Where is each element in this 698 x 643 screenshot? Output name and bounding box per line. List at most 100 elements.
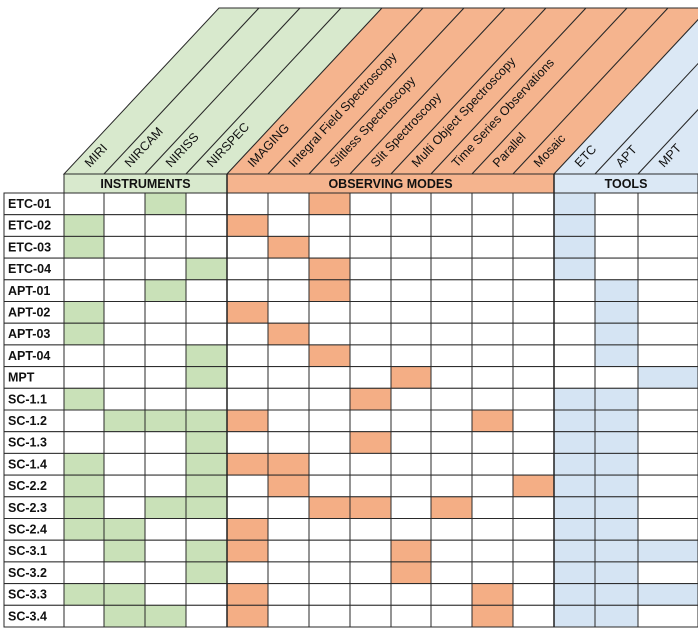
matrix-cell-empty [349, 604, 392, 628]
row-label: SC-3.1 [8, 544, 47, 558]
matrix-cell-empty [471, 452, 514, 476]
matrix-cell-empty [390, 257, 432, 281]
matrix-cell-empty [267, 214, 310, 237]
matrix-cell-empty [144, 583, 187, 606]
matrix-cell-marked [553, 257, 596, 281]
matrix-cell-marked [594, 452, 639, 476]
matrix-cell-empty [430, 214, 473, 237]
matrix-cell-empty [512, 387, 555, 411]
matrix-cell-empty [390, 192, 432, 216]
matrix-cell-empty [512, 539, 555, 563]
row-label: APT-03 [8, 327, 50, 341]
matrix-cell-empty [144, 301, 187, 324]
matrix-cell-empty [430, 561, 473, 585]
matrix-cell-empty [637, 279, 698, 302]
matrix-cell-marked [144, 496, 187, 519]
row-label: ETC-01 [8, 197, 51, 211]
matrix-cell-empty [308, 452, 351, 476]
matrix-cell-empty [103, 431, 146, 454]
matrix-cell-empty [390, 431, 432, 454]
matrix-cell-marked [637, 583, 698, 606]
matrix-cell-empty [63, 344, 105, 368]
matrix-cell-empty [267, 604, 310, 628]
matrix-cell-marked [553, 583, 596, 606]
matrix-cell-empty [267, 279, 310, 302]
matrix-cell-empty [267, 366, 310, 389]
matrix-cell-marked [471, 604, 514, 628]
matrix-cell-empty [430, 474, 473, 498]
matrix-cell-marked [308, 344, 351, 368]
matrix-cell-empty [226, 235, 269, 259]
matrix-cell-marked [594, 431, 639, 454]
matrix-cell-marked [226, 583, 269, 606]
matrix-cell-marked [308, 192, 351, 216]
matrix-cell-empty [144, 539, 187, 563]
matrix-cell-empty [308, 604, 351, 628]
matrix-cell-empty [349, 366, 392, 389]
matrix-cell-empty [103, 474, 146, 498]
matrix-cell-marked [553, 214, 596, 237]
matrix-cell-empty [103, 301, 146, 324]
matrix-cell-empty [226, 344, 269, 368]
matrix-cell-empty [594, 235, 639, 259]
matrix-cell-empty [144, 474, 187, 498]
matrix-cell-empty [512, 301, 555, 324]
matrix-cell-empty [63, 561, 105, 585]
row-label: SC-1.1 [8, 392, 47, 406]
matrix-cell-marked [594, 583, 639, 606]
matrix-cell-empty [471, 279, 514, 302]
matrix-cell-empty [103, 214, 146, 237]
matrix-cell-marked [308, 496, 351, 519]
matrix-cell-empty [103, 561, 146, 585]
matrix-cell-empty [430, 604, 473, 628]
matrix-cell-marked [594, 409, 639, 433]
matrix-cell-empty [637, 214, 698, 237]
matrix-cell-empty [226, 496, 269, 519]
matrix-cell-empty [63, 604, 105, 628]
matrix-cell-marked [594, 344, 639, 368]
matrix-cell-marked [390, 539, 432, 563]
matrix-cell-empty [103, 366, 146, 389]
matrix-cell-marked [103, 539, 146, 563]
matrix-cell-marked [226, 539, 269, 563]
matrix-cell-marked [308, 257, 351, 281]
matrix-cell-empty [430, 409, 473, 433]
matrix-cell-marked [226, 409, 269, 433]
matrix-cell-empty [430, 431, 473, 454]
matrix-cell-marked [594, 496, 639, 519]
matrix-cell-empty [390, 344, 432, 368]
matrix-cell-empty [144, 518, 187, 541]
matrix-cell-empty [471, 387, 514, 411]
matrix-cell-empty [390, 235, 432, 259]
matrix-cell-marked [185, 539, 228, 563]
matrix-cell-empty [512, 214, 555, 237]
matrix-cell-empty [390, 496, 432, 519]
matrix-cell-empty [430, 583, 473, 606]
matrix-cell-empty [512, 583, 555, 606]
matrix-cell-marked [185, 474, 228, 498]
matrix-cell-empty [471, 431, 514, 454]
matrix-cell-empty [471, 344, 514, 368]
matrix-cell-marked [553, 518, 596, 541]
matrix-cell-empty [349, 539, 392, 563]
matrix-cell-marked [553, 387, 596, 411]
matrix-cell-empty [390, 518, 432, 541]
matrix-cell-empty [63, 192, 105, 216]
matrix-cell-marked [594, 539, 639, 563]
matrix-cell-empty [349, 257, 392, 281]
matrix-cell-empty [308, 387, 351, 411]
matrix-cell-marked [185, 431, 228, 454]
matrix-cell-marked [553, 474, 596, 498]
matrix-cell-marked [594, 604, 639, 628]
matrix-cell-empty [390, 214, 432, 237]
row-label: ETC-02 [8, 219, 51, 233]
matrix-cell-empty [308, 561, 351, 585]
matrix-cell-empty [267, 518, 310, 541]
matrix-cell-empty [349, 279, 392, 302]
matrix-cell-empty [226, 257, 269, 281]
matrix-cell-marked [349, 496, 392, 519]
matrix-cell-empty [512, 431, 555, 454]
matrix-cell-empty [553, 279, 596, 302]
matrix-cell-empty [390, 583, 432, 606]
